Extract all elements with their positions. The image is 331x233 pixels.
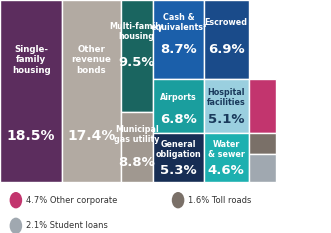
Text: 2.1% Student loans: 2.1% Student loans: [26, 221, 108, 230]
Text: General
obligation: General obligation: [156, 140, 201, 159]
Text: 6.9%: 6.9%: [208, 42, 245, 55]
Text: 8.8%: 8.8%: [118, 156, 155, 169]
Text: 4.6%: 4.6%: [208, 164, 245, 178]
FancyBboxPatch shape: [0, 0, 62, 182]
FancyBboxPatch shape: [121, 112, 153, 182]
Ellipse shape: [172, 192, 184, 208]
Text: Cash &
equivalents³: Cash & equivalents³: [150, 13, 207, 32]
Text: 9.5%: 9.5%: [118, 56, 155, 69]
Ellipse shape: [10, 218, 22, 233]
Text: 17.4%: 17.4%: [67, 129, 116, 143]
Text: 8.7%: 8.7%: [160, 42, 197, 55]
Text: 6.8%: 6.8%: [160, 113, 197, 126]
FancyBboxPatch shape: [249, 133, 276, 154]
FancyBboxPatch shape: [249, 154, 276, 182]
FancyBboxPatch shape: [204, 133, 249, 182]
Text: 5.3%: 5.3%: [160, 164, 197, 178]
FancyBboxPatch shape: [153, 79, 204, 133]
Text: 1.6% Toll roads: 1.6% Toll roads: [188, 196, 251, 205]
Ellipse shape: [10, 192, 22, 208]
FancyBboxPatch shape: [204, 79, 249, 133]
Text: 4.7% Other corporate: 4.7% Other corporate: [26, 196, 117, 205]
Text: 5.1%: 5.1%: [208, 113, 245, 126]
Text: Water
& sewer: Water & sewer: [208, 140, 245, 159]
Text: Airports: Airports: [160, 93, 197, 102]
FancyBboxPatch shape: [153, 133, 204, 182]
FancyBboxPatch shape: [121, 0, 153, 112]
FancyBboxPatch shape: [153, 0, 204, 79]
FancyBboxPatch shape: [249, 79, 276, 133]
Text: Hospital
facilities: Hospital facilities: [207, 88, 246, 107]
Text: Single-
family
housing: Single- family housing: [12, 45, 50, 75]
Text: Escrowed: Escrowed: [205, 18, 248, 27]
Text: Municipal
gas utility: Municipal gas utility: [114, 125, 160, 144]
Text: 18.5%: 18.5%: [7, 129, 55, 143]
Text: Other
revenue
bonds: Other revenue bonds: [71, 45, 112, 75]
FancyBboxPatch shape: [62, 0, 121, 182]
FancyBboxPatch shape: [204, 0, 249, 79]
Text: Multi-family
housing: Multi-family housing: [110, 22, 164, 41]
